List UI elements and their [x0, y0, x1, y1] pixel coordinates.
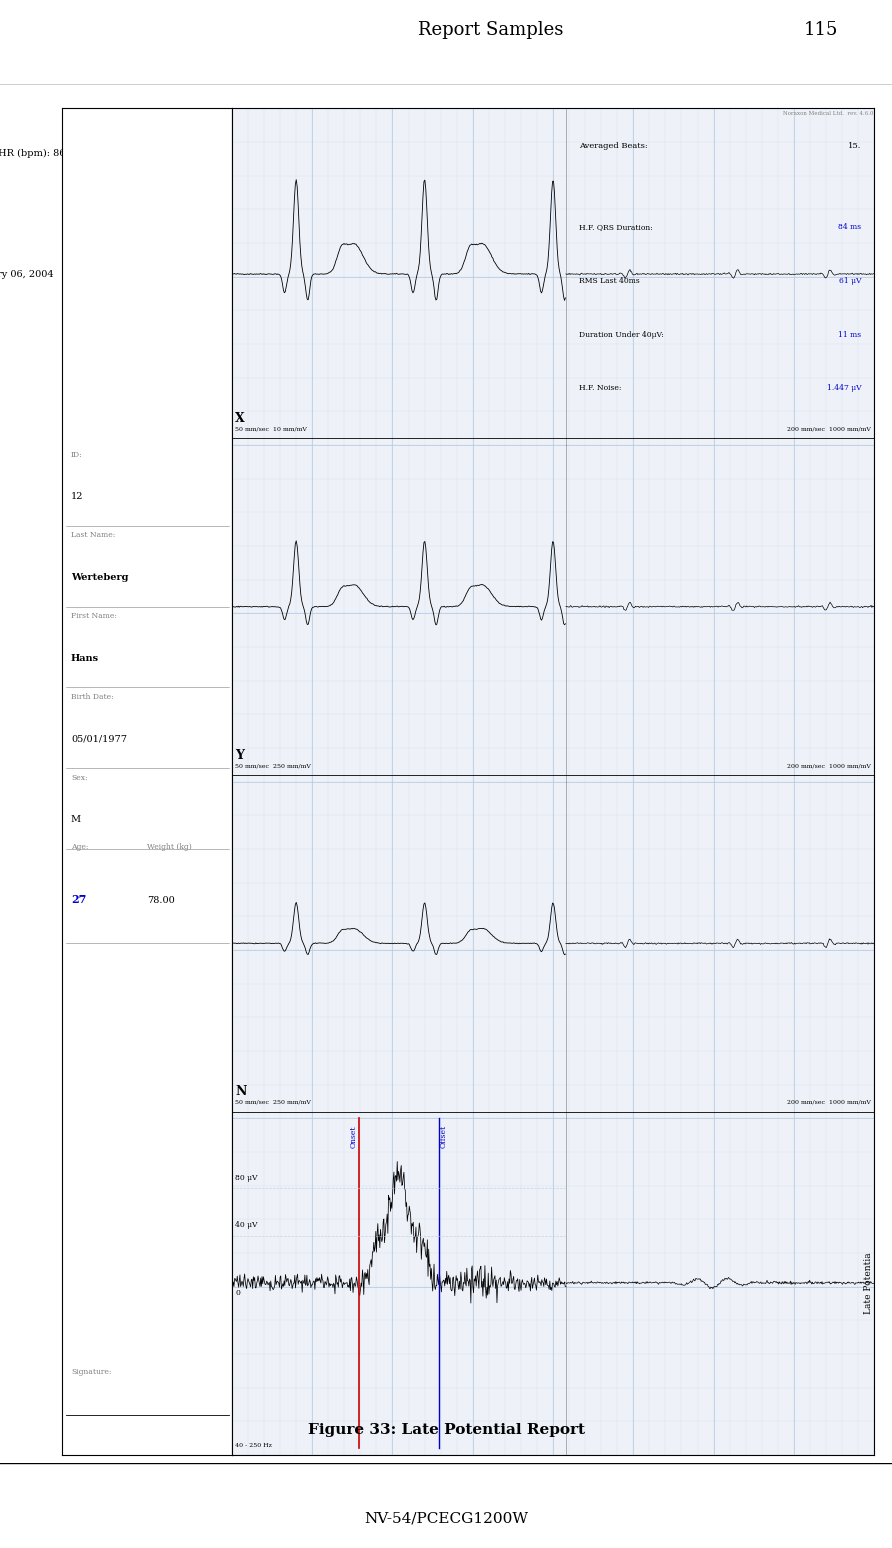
Text: 80 μV: 80 μV: [235, 1173, 258, 1181]
Text: M: M: [71, 816, 81, 825]
Text: 50 mm/sec  250 mm/mV: 50 mm/sec 250 mm/mV: [235, 1101, 311, 1105]
Text: Offset: Offset: [440, 1125, 448, 1149]
Text: 12: 12: [71, 492, 84, 502]
Text: Report Samples: Report Samples: [418, 20, 563, 39]
Text: January 06, 2004   10:33: January 06, 2004 10:33: [0, 269, 92, 279]
Text: Noraxon Medical Ltd.  rev. 4.6.0: Noraxon Medical Ltd. rev. 4.6.0: [782, 111, 873, 116]
Text: Birth Date:: Birth Date:: [71, 694, 113, 701]
Text: Signature:: Signature:: [71, 1368, 112, 1376]
Text: Hans: Hans: [71, 653, 99, 663]
Text: Averaged Beats:: Averaged Beats:: [579, 142, 648, 150]
Text: RMS Last 40ms: RMS Last 40ms: [579, 277, 640, 285]
Text: 115: 115: [804, 20, 838, 39]
Text: X: X: [235, 412, 245, 424]
Text: ID:: ID:: [71, 450, 83, 458]
Text: Y: Y: [235, 749, 244, 762]
Text: Werteberg: Werteberg: [71, 573, 128, 582]
Text: Figure 33: Late Potential Report: Figure 33: Late Potential Report: [308, 1423, 584, 1438]
Text: 1.447 μV: 1.447 μV: [827, 384, 862, 393]
Text: 15.: 15.: [848, 142, 862, 150]
Text: Duration Under 40μV:: Duration Under 40μV:: [579, 331, 664, 339]
Text: Sex:: Sex:: [71, 774, 87, 782]
Text: First Name:: First Name:: [71, 611, 117, 621]
Text: Onset: Onset: [350, 1125, 358, 1147]
Text: N: N: [235, 1085, 246, 1098]
Text: 50 mm/sec  10 mm/mV: 50 mm/sec 10 mm/mV: [235, 427, 307, 432]
Text: H.F. QRS Duration:: H.F. QRS Duration:: [579, 223, 653, 231]
Text: NV-54/PCECG1200W: NV-54/PCECG1200W: [364, 1511, 528, 1525]
Text: 84 ms: 84 ms: [838, 223, 862, 231]
Text: Weight (kg): Weight (kg): [147, 844, 192, 851]
Text: 40 - 250 Hz: 40 - 250 Hz: [235, 1443, 272, 1449]
Text: Age:: Age:: [71, 844, 88, 851]
Text: 200 mm/sec  1000 mm/mV: 200 mm/sec 1000 mm/mV: [787, 427, 871, 432]
Text: 78.00: 78.00: [147, 896, 175, 906]
Text: 27: 27: [71, 893, 87, 906]
Text: 61 μV: 61 μV: [838, 277, 862, 285]
Text: 0: 0: [235, 1289, 240, 1297]
Text: 11 ms: 11 ms: [838, 331, 862, 339]
Text: H.F. Noise:: H.F. Noise:: [579, 384, 621, 393]
Text: 40 μV: 40 μV: [235, 1221, 258, 1229]
Text: 200 mm/sec  1000 mm/mV: 200 mm/sec 1000 mm/mV: [787, 1101, 871, 1105]
Text: 50 mm/sec  250 mm/mV: 50 mm/sec 250 mm/mV: [235, 763, 311, 768]
Text: HR (bpm): 86: HR (bpm): 86: [0, 149, 65, 158]
Text: Last Name:: Last Name:: [71, 531, 115, 539]
Text: 05/01/1977: 05/01/1977: [71, 735, 127, 743]
Text: Late Potentia: Late Potentia: [863, 1252, 873, 1314]
Text: 200 mm/sec  1000 mm/mV: 200 mm/sec 1000 mm/mV: [787, 763, 871, 768]
